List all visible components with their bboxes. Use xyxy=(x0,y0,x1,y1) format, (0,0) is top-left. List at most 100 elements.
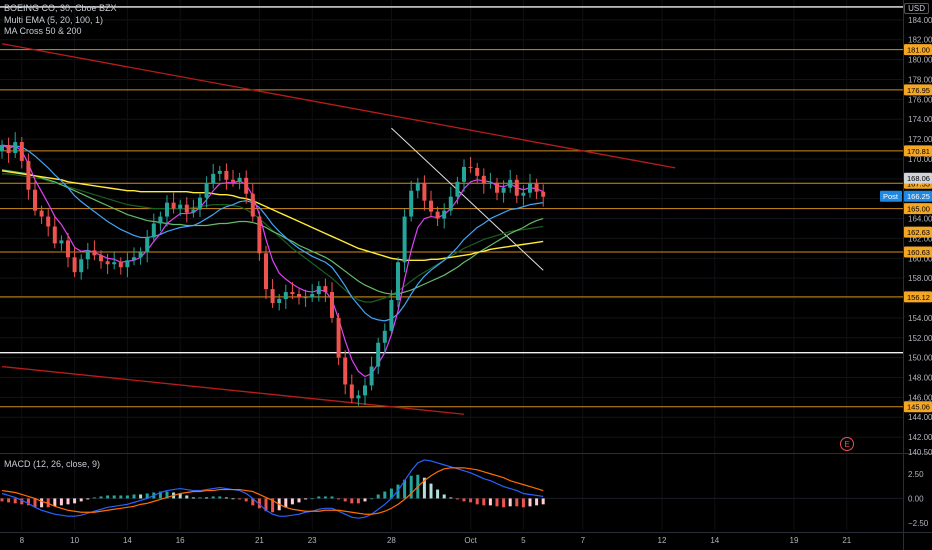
candle-body[interactable] xyxy=(59,240,64,244)
candle-body[interactable] xyxy=(224,170,229,180)
candle-body[interactable] xyxy=(462,166,466,182)
candle-body[interactable] xyxy=(0,145,4,151)
candle-body[interactable] xyxy=(468,166,473,168)
earnings-marker-icon[interactable] xyxy=(840,437,854,451)
candle-body[interactable] xyxy=(310,294,315,298)
candle-body[interactable] xyxy=(138,252,143,258)
candle-body[interactable] xyxy=(66,240,70,258)
candle-body[interactable] xyxy=(19,142,24,161)
candle-body[interactable] xyxy=(217,170,222,174)
candle-body[interactable] xyxy=(455,181,460,197)
candle-body[interactable] xyxy=(178,204,183,209)
candle-body[interactable] xyxy=(389,300,394,331)
candle-body[interactable] xyxy=(363,385,367,396)
candle-body[interactable] xyxy=(158,216,163,224)
currency-badge[interactable]: USD xyxy=(904,3,929,14)
candle-body[interactable] xyxy=(79,259,84,273)
candle-body[interactable] xyxy=(508,179,513,188)
trendline-upper-channel[interactable] xyxy=(1,43,676,169)
candle-body[interactable] xyxy=(336,317,341,358)
candle-body[interactable] xyxy=(237,177,242,182)
candle-body[interactable] xyxy=(521,192,526,196)
candle-body[interactable] xyxy=(26,160,31,190)
candle-body[interactable] xyxy=(442,210,447,219)
candle-body[interactable] xyxy=(429,200,433,212)
candle-body[interactable] xyxy=(541,191,546,197)
candle-body[interactable] xyxy=(501,187,506,193)
candle-body[interactable] xyxy=(211,173,216,184)
candle-body[interactable] xyxy=(99,255,103,262)
candle-body[interactable] xyxy=(283,292,288,300)
candle-body[interactable] xyxy=(415,182,420,191)
post-tag-bg[interactable] xyxy=(880,190,902,202)
candle-body[interactable] xyxy=(171,202,176,209)
trendline-descending-resistance[interactable] xyxy=(391,127,544,271)
candle-body[interactable] xyxy=(369,366,374,386)
multi-ema-legend[interactable]: Multi EMA (5, 20, 100, 1) xyxy=(4,15,104,25)
candle-body[interactable] xyxy=(46,216,51,227)
candle-body[interactable] xyxy=(270,289,275,303)
trendline-lower-channel[interactable] xyxy=(1,365,465,415)
candle-body[interactable] xyxy=(495,182,499,193)
candle-body[interactable] xyxy=(323,286,328,293)
candle-body[interactable] xyxy=(382,330,387,343)
level-price-badge-bg[interactable] xyxy=(904,401,932,413)
candle-body[interactable] xyxy=(52,226,57,244)
candle-body[interactable] xyxy=(349,384,354,399)
candle-body[interactable] xyxy=(316,286,321,295)
candle-body[interactable] xyxy=(475,167,480,176)
candle-body[interactable] xyxy=(343,357,348,385)
candle-body[interactable] xyxy=(13,142,18,153)
candle-body[interactable] xyxy=(297,294,301,298)
candle-body[interactable] xyxy=(72,257,77,273)
candle-body[interactable] xyxy=(257,216,262,254)
candle-body[interactable] xyxy=(6,145,11,153)
candle-body[interactable] xyxy=(534,183,539,192)
level-price-badge-bg[interactable] xyxy=(904,84,932,96)
candle-body[interactable] xyxy=(184,204,189,213)
ma-cross-legend[interactable]: MA Cross 50 & 200 xyxy=(4,26,82,36)
candle-body[interactable] xyxy=(290,292,295,295)
macd-legend[interactable]: MACD (12, 26, close, 9) xyxy=(4,459,101,469)
candle-body[interactable] xyxy=(231,179,235,182)
candle-body[interactable] xyxy=(396,262,400,301)
candle-body[interactable] xyxy=(112,262,117,265)
level-price-badge-bg[interactable] xyxy=(904,203,932,215)
candle-body[interactable] xyxy=(85,250,90,260)
candle-body[interactable] xyxy=(151,223,156,238)
candle-body[interactable] xyxy=(125,260,130,268)
candle-body[interactable] xyxy=(356,395,361,399)
candle-body[interactable] xyxy=(435,211,440,219)
candle-body[interactable] xyxy=(330,292,334,318)
candle-body[interactable] xyxy=(514,179,519,196)
candle-body[interactable] xyxy=(33,189,37,211)
candle-body[interactable] xyxy=(244,177,249,194)
candle-body[interactable] xyxy=(165,202,169,217)
candle-body[interactable] xyxy=(422,182,427,201)
candle-body[interactable] xyxy=(488,182,493,184)
candle-body[interactable] xyxy=(118,262,123,268)
level-price-badge-bg[interactable] xyxy=(904,226,932,238)
level-price-badge-bg[interactable] xyxy=(904,44,932,56)
candle-body[interactable] xyxy=(204,183,209,198)
level-price-badge-bg[interactable] xyxy=(904,145,932,157)
level-price-badge-bg[interactable] xyxy=(904,291,932,303)
candle-body[interactable] xyxy=(198,197,202,210)
candle-body[interactable] xyxy=(92,250,97,256)
candle-body[interactable] xyxy=(132,257,136,261)
candle-body[interactable] xyxy=(528,183,532,193)
candle-body[interactable] xyxy=(264,253,268,290)
candle-body[interactable] xyxy=(481,175,486,184)
current-price-badge-bg[interactable] xyxy=(904,190,932,202)
candle-body[interactable] xyxy=(39,210,44,217)
candle-body[interactable] xyxy=(105,261,110,265)
candle-body[interactable] xyxy=(303,297,308,299)
candle-body[interactable] xyxy=(448,196,453,211)
candle-body[interactable] xyxy=(145,237,150,253)
candle-body[interactable] xyxy=(376,342,381,367)
candle-body[interactable] xyxy=(277,299,282,303)
last-price-badge-bg[interactable] xyxy=(904,172,932,184)
candle-body[interactable] xyxy=(409,190,414,217)
level-price-badge-bg[interactable] xyxy=(904,246,932,258)
candle-body[interactable] xyxy=(250,193,255,217)
